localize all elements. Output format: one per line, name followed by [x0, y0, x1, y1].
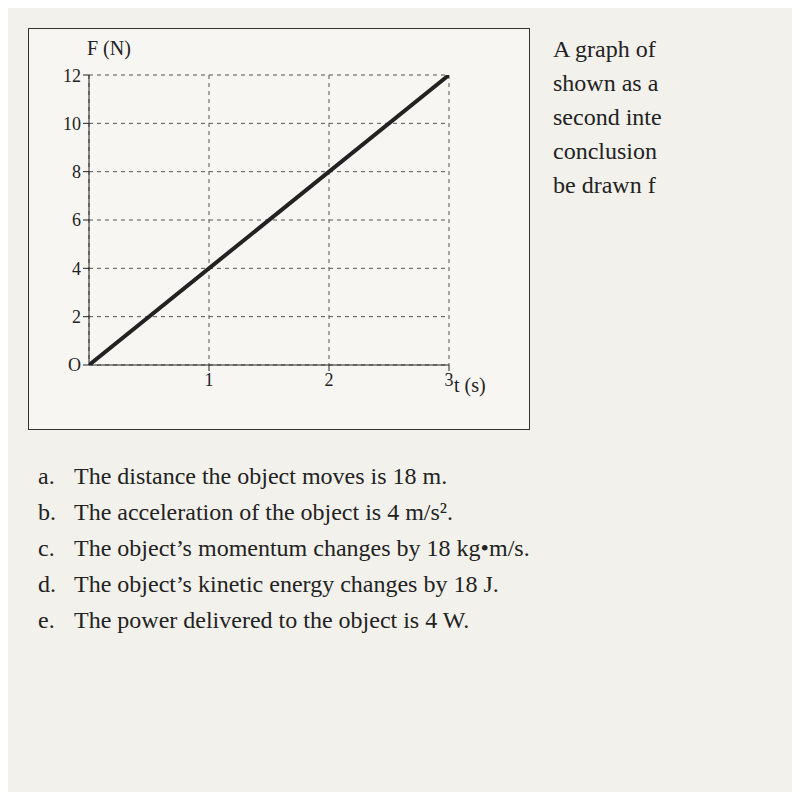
html-text:shown as a: shown as a	[553, 70, 659, 96]
html-text:The acceleration of the object: The acceleration of the object is 4 m/s²…	[74, 499, 454, 525]
html-text:The power delivered to the obj: The power delivered to the object is 4 W…	[74, 607, 470, 633]
html-text:conclusion: conclusion	[553, 138, 657, 164]
html-text:The object’s kinetic energy ch: The object’s kinetic energy changes by 1…	[74, 571, 499, 597]
html-text:The distance the object moves: The distance the object moves is 18 m.	[74, 463, 448, 489]
html-text:second inte: second inte	[553, 104, 662, 130]
svg-text:8: 8	[72, 162, 81, 182]
svg-text:1: 1	[205, 370, 214, 390]
svg-text:10: 10	[63, 114, 81, 134]
html-text:c.: c.	[38, 535, 55, 561]
svg-text:2: 2	[72, 307, 81, 327]
html-text:The object’s momentum changes: The object’s momentum changes by 18 kg•m…	[74, 535, 530, 561]
html-text:A graph of: A graph of	[553, 36, 656, 62]
svg-text:12: 12	[63, 66, 81, 86]
html-text:a.: a.	[38, 463, 55, 489]
html-text:d.: d.	[38, 571, 56, 597]
svg-text:6: 6	[72, 210, 81, 230]
svg-text:2: 2	[325, 370, 334, 390]
html-text:b.: b.	[38, 499, 56, 525]
svg-text:4: 4	[72, 259, 81, 279]
svg-text:3: 3	[445, 370, 454, 390]
html-text:be drawn f: be drawn f	[553, 172, 656, 198]
html-text:e.: e.	[38, 607, 55, 633]
svg-text:t (s): t (s)	[454, 374, 486, 397]
svg-text:O: O	[68, 355, 81, 375]
html-text:F (N): F (N)	[87, 37, 131, 59]
